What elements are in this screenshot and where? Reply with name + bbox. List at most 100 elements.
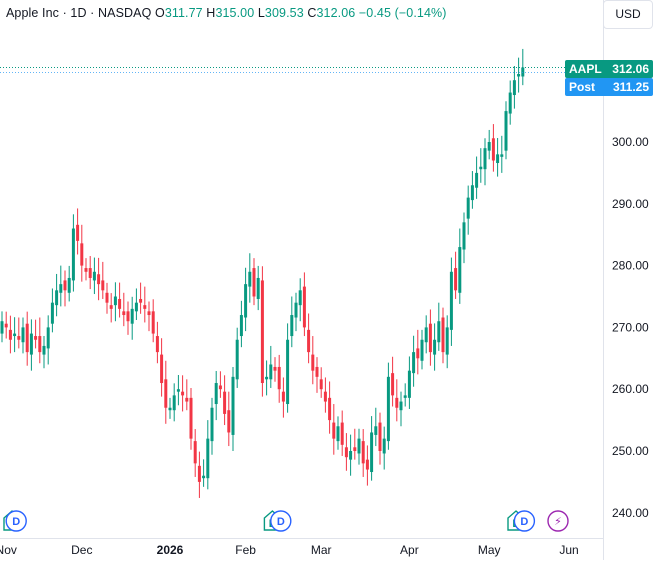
candle-body (454, 268, 458, 291)
candle-body (0, 321, 4, 334)
post-price-tag-value: 311.25 (612, 80, 649, 94)
candle-body (323, 391, 327, 402)
dividend-icon[interactable] (270, 510, 292, 532)
candle-body (353, 447, 357, 451)
close-label: C (307, 6, 317, 20)
candle-body (63, 280, 67, 291)
candle-body (67, 277, 71, 293)
candle-body (231, 376, 235, 435)
lightning-icon-label: ⚡ (554, 516, 562, 528)
candle-body (416, 348, 420, 359)
candle-body (223, 391, 227, 414)
dividend-icon[interactable] (513, 510, 536, 532)
candle-body (193, 441, 197, 464)
candle-body (340, 422, 344, 445)
candle-body (391, 373, 395, 396)
dividend-icon[interactable] (5, 510, 27, 532)
candle-body (248, 271, 252, 287)
candle-body (374, 426, 378, 435)
post-price-tag: Post 311.25 (565, 78, 653, 96)
last-price-tag: AAPL 312.06 (565, 60, 653, 78)
candle-body (386, 376, 390, 442)
candle-body (365, 459, 369, 470)
candle-body (46, 327, 50, 349)
candle-body (504, 111, 508, 151)
y-tick-label: 300.00 (612, 135, 649, 149)
candle-body (143, 305, 147, 309)
y-tick-label: 280.00 (612, 259, 649, 273)
lightning-icon[interactable] (547, 510, 569, 532)
candle-body (4, 323, 8, 328)
x-tick-label: Nov (0, 543, 17, 557)
post-price-tag-name: Post (569, 80, 596, 94)
close-value: 312.06 (316, 6, 356, 20)
candle-body (118, 298, 122, 309)
candle-body (475, 172, 479, 188)
candle-body (218, 385, 222, 390)
x-tick-label: May (478, 543, 501, 557)
candle-body (294, 302, 298, 318)
y-tick-label: 240.00 (612, 506, 649, 520)
candle-body (168, 407, 172, 411)
candle-body (315, 366, 319, 377)
candle-body (105, 292, 109, 303)
candle-body (235, 339, 239, 380)
currency-button[interactable]: USD (603, 0, 653, 29)
candle-body (101, 280, 105, 291)
candle-body (302, 286, 306, 328)
candle-body (319, 379, 323, 390)
candle-body (76, 224, 80, 241)
x-tick-label: Dec (71, 543, 92, 557)
candle-body (139, 298, 143, 303)
candle-body (260, 280, 264, 384)
low-label: L (257, 6, 265, 20)
candle-body (424, 327, 428, 343)
candle-body (403, 395, 407, 398)
candle-body (239, 315, 243, 337)
candle-body (29, 333, 33, 355)
last-price-tag-value: 312.06 (612, 62, 649, 76)
candle-body (50, 302, 54, 324)
candle-body (286, 339, 290, 405)
candle-body (197, 465, 201, 482)
candle-body (433, 339, 437, 355)
y-tick-label: 290.00 (612, 197, 649, 211)
candle-body (428, 323, 432, 353)
candle-body (185, 397, 189, 402)
candle-body (92, 271, 96, 281)
candle-body (269, 364, 273, 380)
candle-body (517, 74, 521, 77)
candle-body (88, 268, 92, 278)
candle-body (470, 185, 474, 201)
candle-body (412, 352, 416, 374)
high-value: 315.00 (215, 6, 255, 20)
y-tick-label: 270.00 (612, 320, 649, 334)
candle-body (273, 366, 277, 371)
candle-body (378, 422, 382, 451)
candle-body (311, 354, 315, 371)
candle-body (496, 154, 500, 164)
x-tick-label: Apr (400, 543, 419, 557)
candle-body (277, 366, 281, 390)
candle-body (172, 395, 176, 411)
candle-body (189, 397, 193, 439)
candle-body (181, 391, 185, 396)
candle-body (307, 329, 311, 353)
y-tick-label: 260.00 (612, 382, 649, 396)
candle-body (176, 389, 180, 392)
candle-body (420, 339, 424, 361)
candle-body (512, 80, 516, 96)
symbol-info: Apple Inc · 1D · NASDAQ (6, 6, 152, 20)
candle-body (34, 336, 38, 340)
candle-body (349, 451, 353, 460)
legend-header: Apple Inc · 1D · NASDAQ O311.77 H315.00 … (6, 6, 446, 20)
candle-body (147, 311, 151, 316)
candle-body (202, 475, 206, 479)
dividend-icon-label: D (520, 516, 528, 528)
candle-body (151, 311, 155, 334)
open-label: O (154, 6, 165, 20)
candle-body (155, 336, 159, 353)
candle-body (458, 247, 462, 293)
